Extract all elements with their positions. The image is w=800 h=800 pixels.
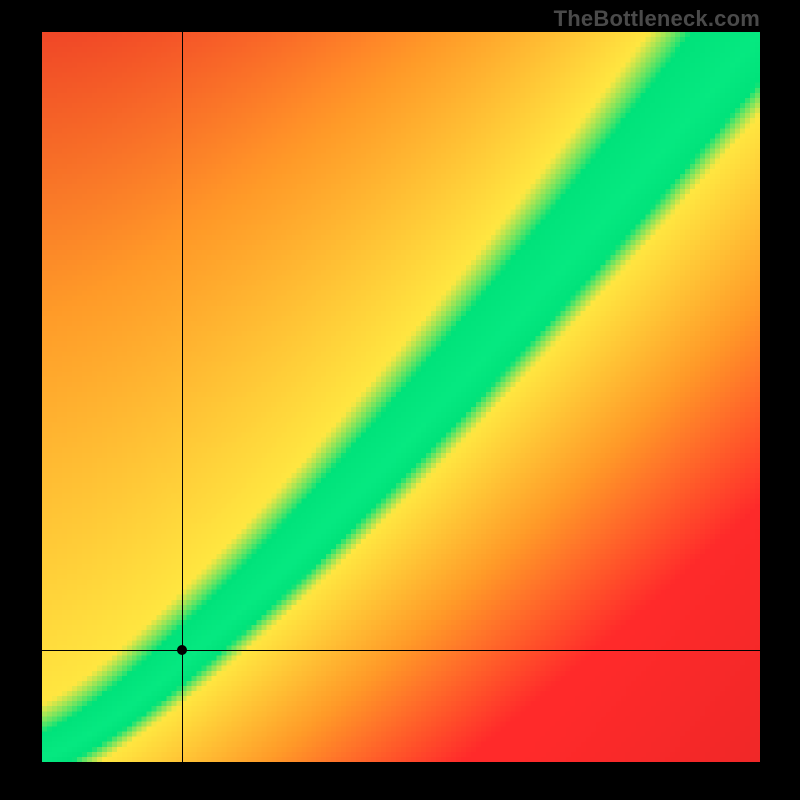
watermark-text: TheBottleneck.com [554, 6, 760, 32]
marker-dot [177, 645, 187, 655]
chart-container: { "watermark": "TheBottleneck.com", "can… [0, 0, 800, 800]
crosshair-horizontal [42, 650, 760, 651]
bottleneck-heatmap [42, 32, 760, 762]
plot-area [42, 32, 760, 762]
